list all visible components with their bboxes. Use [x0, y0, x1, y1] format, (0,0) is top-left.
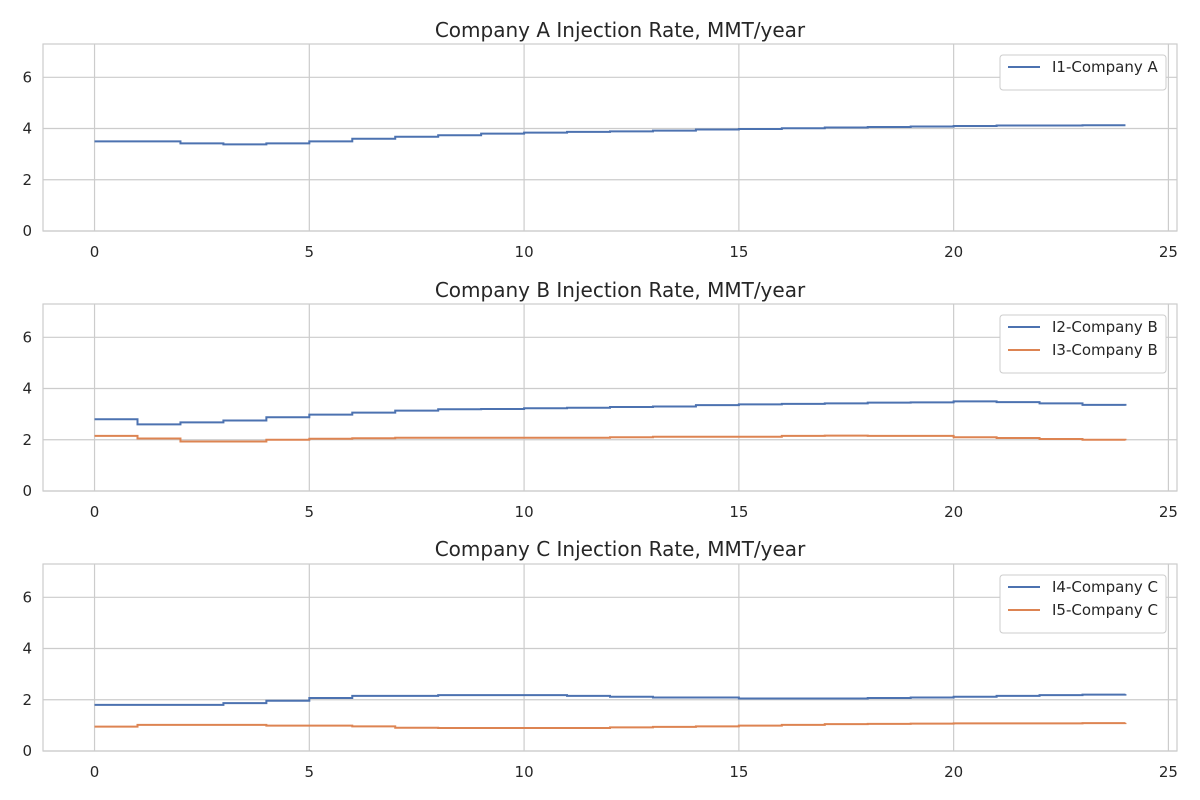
- y-tick-label: 4: [22, 120, 32, 138]
- legend-label: I3-Company B: [1052, 341, 1158, 359]
- x-tick-label: 10: [515, 243, 534, 261]
- chart-title: Company A Injection Rate, MMT/year: [435, 18, 806, 42]
- legend-box: [999, 54, 1167, 91]
- y-tick-label: 6: [22, 328, 32, 346]
- chart-panel-2: 0 5 10 15 20 25 0 2 4 6 Company B Injection Rate, …: [22, 278, 1178, 521]
- legend-box: [999, 314, 1167, 374]
- x-tick-label: 20: [944, 503, 963, 521]
- legend-box: [999, 574, 1167, 634]
- x-tick-label: 20: [944, 243, 963, 261]
- x-tick-label: 5: [305, 763, 315, 781]
- legend-label: I4-Company C: [1052, 578, 1158, 596]
- y-tick-label: 2: [22, 431, 32, 449]
- legend: I4-Company C I5-Company C: [999, 574, 1167, 634]
- legend-label: I5-Company C: [1052, 601, 1158, 619]
- y-tick-label: 0: [22, 482, 32, 500]
- x-tick-label: 25: [1159, 503, 1178, 521]
- plot-frame: [42, 563, 1178, 752]
- y-tick-label: 0: [22, 742, 32, 760]
- x-tick-label: 0: [90, 763, 100, 781]
- x-tick-label: 15: [729, 243, 748, 261]
- chart-title: Company C Injection Rate, MMT/year: [435, 537, 806, 561]
- y-tick-label: 0: [22, 222, 32, 240]
- series-line-1: [94, 693, 1127, 706]
- series-line-2: [94, 434, 1127, 443]
- plot-frame: [42, 43, 1178, 232]
- plot-frame: [42, 303, 1178, 492]
- series-line-1: [94, 124, 1126, 146]
- x-tick-label: 0: [90, 243, 100, 261]
- series-line-1: [94, 400, 1127, 426]
- x-tick-label: 5: [305, 503, 315, 521]
- x-tick-label: 10: [515, 503, 534, 521]
- series-line-2: [94, 722, 1127, 729]
- x-tick-label: 15: [729, 503, 748, 521]
- y-tick-label: 2: [22, 171, 32, 189]
- y-tick-label: 2: [22, 691, 32, 709]
- y-tick-label: 4: [22, 380, 32, 398]
- x-tick-label: 25: [1159, 763, 1178, 781]
- x-tick-label: 10: [515, 763, 534, 781]
- x-tick-label: 0: [90, 503, 100, 521]
- legend: I1-Company A: [999, 54, 1167, 91]
- legend-label: I1-Company A: [1052, 58, 1159, 76]
- y-tick-label: 6: [22, 68, 32, 86]
- x-tick-label: 20: [944, 763, 963, 781]
- chart-panel-3: 0 5 10 15 20 25 0 2 4 6 Company C Injection Rate, …: [22, 537, 1178, 781]
- chart-panel-1: 0 5 10 15 20 25 0 2 4 6 Company A Injection Rate, …: [22, 18, 1178, 261]
- y-tick-label: 6: [22, 588, 32, 606]
- x-tick-label: 5: [305, 243, 315, 261]
- legend: I2-Company B I3-Company B: [999, 314, 1167, 374]
- y-tick-label: 4: [22, 640, 32, 658]
- x-tick-label: 25: [1159, 243, 1178, 261]
- chart-title: Company B Injection Rate, MMT/year: [435, 278, 806, 302]
- x-tick-label: 15: [729, 763, 748, 781]
- legend-label: I2-Company B: [1052, 318, 1158, 336]
